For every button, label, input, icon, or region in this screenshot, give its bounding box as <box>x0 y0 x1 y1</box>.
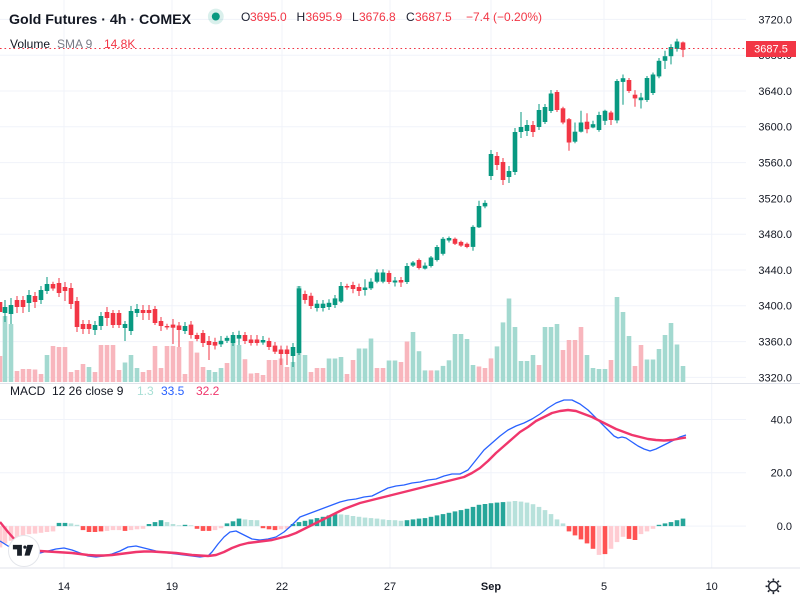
svg-text:32.2: 32.2 <box>196 384 220 398</box>
svg-text:3687.5: 3687.5 <box>415 10 452 24</box>
svg-text:H: H <box>297 10 306 24</box>
svg-text:3720.0: 3720.0 <box>758 14 792 26</box>
svg-text:3560.0: 3560.0 <box>758 158 792 170</box>
svg-text:3687.5: 3687.5 <box>754 44 788 56</box>
svg-text:19: 19 <box>166 581 178 593</box>
svg-text:SMA 9: SMA 9 <box>57 37 93 51</box>
svg-text:3600.0: 3600.0 <box>758 122 792 134</box>
svg-text:14: 14 <box>58 581 70 593</box>
svg-text:27: 27 <box>384 581 396 593</box>
svg-text:3520.0: 3520.0 <box>758 193 792 205</box>
svg-text:Volume: Volume <box>10 37 50 51</box>
svg-text:20.0: 20.0 <box>771 468 792 480</box>
svg-text:3320.0: 3320.0 <box>758 372 792 384</box>
svg-text:3676.8: 3676.8 <box>359 10 396 24</box>
svg-text:−7.4 (−0.20%): −7.4 (−0.20%) <box>466 10 542 24</box>
svg-text:3440.0: 3440.0 <box>758 265 792 277</box>
svg-text:MACD: MACD <box>10 384 46 398</box>
svg-text:3360.0: 3360.0 <box>758 337 792 349</box>
svg-text:40.0: 40.0 <box>771 414 792 426</box>
svg-text:0.0: 0.0 <box>777 521 792 533</box>
svg-text:10: 10 <box>706 581 718 593</box>
svg-text:33.5: 33.5 <box>161 384 185 398</box>
svg-text:14.8K: 14.8K <box>104 37 135 51</box>
svg-text:3480.0: 3480.0 <box>758 229 792 241</box>
svg-text:3695.0: 3695.0 <box>250 10 287 24</box>
svg-text:12 26 close 9: 12 26 close 9 <box>52 384 124 398</box>
svg-text:5: 5 <box>601 581 607 593</box>
svg-text:Gold Futures · 4h · COMEX: Gold Futures · 4h · COMEX <box>9 12 192 28</box>
svg-text:3695.9: 3695.9 <box>306 10 343 24</box>
svg-text:22: 22 <box>276 581 288 593</box>
svg-text:3640.0: 3640.0 <box>758 86 792 98</box>
svg-text:3400.0: 3400.0 <box>758 301 792 313</box>
svg-text:O: O <box>241 10 250 24</box>
svg-text:L: L <box>352 10 359 24</box>
svg-text:C: C <box>406 10 415 24</box>
svg-text:1.3: 1.3 <box>137 384 154 398</box>
svg-text:Sep: Sep <box>481 581 501 593</box>
